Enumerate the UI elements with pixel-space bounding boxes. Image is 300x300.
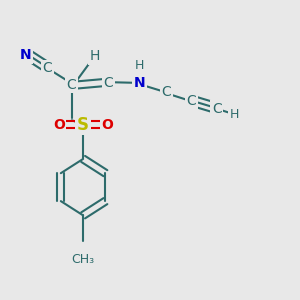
- Text: C: C: [187, 94, 196, 108]
- Text: O: O: [102, 118, 113, 132]
- Text: C: C: [103, 76, 113, 90]
- Text: N: N: [134, 76, 146, 90]
- Text: H: H: [230, 108, 239, 122]
- Text: O: O: [103, 118, 114, 132]
- Text: C: C: [66, 78, 76, 92]
- Text: C: C: [161, 85, 171, 99]
- Text: S: S: [77, 116, 89, 134]
- Text: O: O: [53, 118, 65, 132]
- Text: C: C: [43, 61, 52, 75]
- Text: H: H: [90, 50, 100, 63]
- Text: O: O: [52, 118, 64, 132]
- Text: CH₃: CH₃: [72, 254, 95, 266]
- Text: N: N: [20, 48, 31, 62]
- Text: H: H: [135, 59, 144, 72]
- Text: C: C: [212, 102, 222, 116]
- Text: S: S: [77, 116, 89, 134]
